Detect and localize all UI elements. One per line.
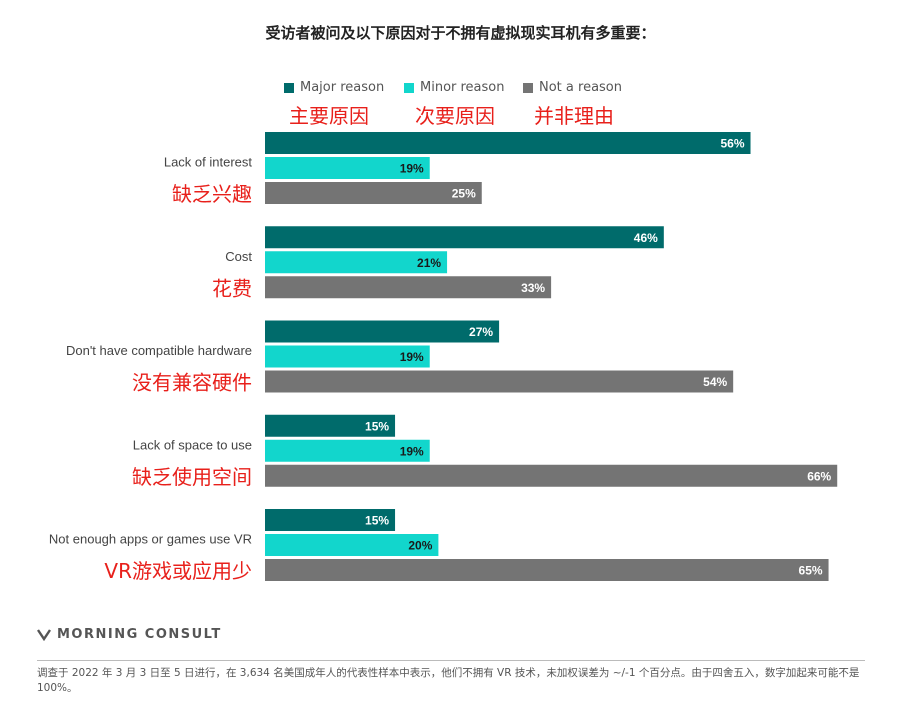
bar-value-label: 33% xyxy=(521,281,545,295)
category-label: Not enough apps or games use VR xyxy=(49,532,252,547)
bar-value-label: 56% xyxy=(720,137,744,151)
bar-value-label: 19% xyxy=(400,350,424,364)
bar-value-label: 66% xyxy=(807,469,831,483)
brand-name: MORNING CONSULT xyxy=(57,627,222,642)
bar xyxy=(265,182,482,204)
bar xyxy=(265,509,396,531)
category-label-zh: VR游戏或应用少 xyxy=(104,559,252,583)
bar-value-label: 46% xyxy=(634,231,658,245)
bar-value-label: 19% xyxy=(400,162,424,176)
legend-swatch-major xyxy=(284,82,294,93)
bar xyxy=(265,226,664,249)
bar-value-label: 25% xyxy=(452,187,476,201)
category-label-zh: 缺乏使用空间 xyxy=(132,465,252,489)
bar-group: 15% 19% 66% Lack of space to use 缺乏使用空间 xyxy=(132,414,838,489)
category-label-zh: 没有兼容硬件 xyxy=(132,371,252,395)
brand-logo: MORNING CONSULT xyxy=(37,627,222,642)
bar-group: 46% 21% 33% Cost 花费 xyxy=(212,226,664,300)
legend-item-not: Not a reason xyxy=(523,80,622,95)
bar xyxy=(265,534,439,556)
bar xyxy=(265,559,829,581)
legend-item-major: Major reason xyxy=(284,80,384,95)
bar xyxy=(265,345,430,368)
legend-label-major: Major reason xyxy=(300,80,385,95)
bar-chart: 56% 19% 25% Lack of interest 缺乏兴趣 46% 21% 33% Co… xyxy=(49,132,838,583)
legend-zh-not: 并非理由 xyxy=(534,104,614,128)
bar-group: 56% 19% 25% Lack of interest 缺乏兴趣 xyxy=(164,132,751,206)
legend-zh-minor: 次要原因 xyxy=(415,104,495,128)
bar-value-label: 27% xyxy=(469,325,493,339)
category-label: Don't have compatible hardware xyxy=(66,343,252,358)
legend-swatch-not xyxy=(523,82,533,93)
footer-divider xyxy=(37,660,865,661)
bar-value-label: 20% xyxy=(408,539,432,553)
chart-title: 受访者被问及以下原因对于不拥有虚拟现实耳机有多重要： xyxy=(265,24,656,42)
category-label: Lack of interest xyxy=(164,155,253,170)
bar-group: 15% 20% 65% Not enough apps or games use VR… xyxy=(49,509,829,583)
category-label-zh: 缺乏兴趣 xyxy=(172,182,252,206)
bar xyxy=(265,132,751,154)
bar xyxy=(265,439,430,462)
bar xyxy=(265,370,734,393)
legend-label-minor: Minor reason xyxy=(420,80,505,95)
legend-zh-major: 主要原因 xyxy=(289,104,369,128)
bar-value-label: 19% xyxy=(400,444,424,458)
bar xyxy=(265,157,430,179)
bar xyxy=(265,276,552,299)
category-label: Lack of space to use xyxy=(133,437,252,452)
bar-value-label: 15% xyxy=(365,419,389,433)
bar-value-label: 15% xyxy=(365,514,389,528)
bar xyxy=(265,251,448,274)
footnote: 调查于 2022 年 3 月 3 日至 5 日进行，在 3,634 名美国成年人… xyxy=(37,667,860,694)
bar-group: 27% 19% 54% Don't have compatible hardware 没… xyxy=(66,320,734,395)
bar xyxy=(265,320,500,343)
legend-swatch-minor xyxy=(404,82,414,93)
legend-item-minor: Minor reason xyxy=(404,80,505,95)
bar xyxy=(265,464,838,487)
bar-value-label: 54% xyxy=(703,375,727,389)
bar-value-label: 65% xyxy=(799,564,823,578)
morning-consult-logo-icon xyxy=(37,628,51,641)
bar-value-label: 21% xyxy=(417,256,441,270)
category-label-zh: 花费 xyxy=(212,276,252,300)
legend-label-not: Not a reason xyxy=(539,80,622,95)
chart-legend: Major reason Minor reason Not a reason 主… xyxy=(0,80,921,130)
bar xyxy=(265,414,396,437)
category-label: Cost xyxy=(225,249,252,264)
